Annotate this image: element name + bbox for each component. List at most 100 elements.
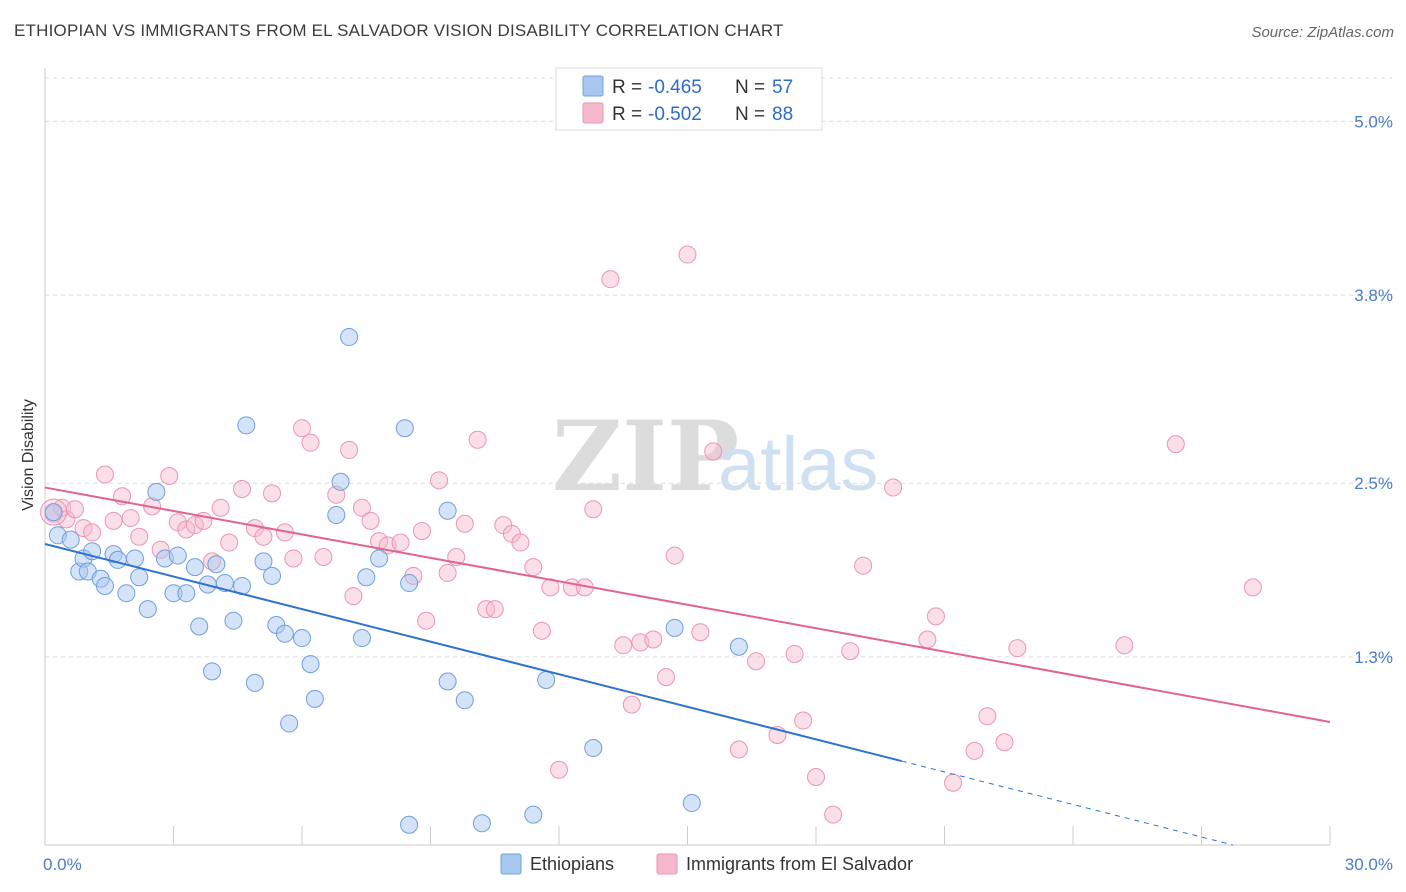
data-point-el-salvador <box>121 508 140 527</box>
data-point-el-salvador <box>884 478 903 497</box>
data-point-el-salvador <box>74 519 93 538</box>
y-tick-label: 1.3% <box>1354 648 1393 667</box>
data-point-el-salvador <box>220 533 239 552</box>
data-point-ethiopians <box>682 794 701 813</box>
data-point-ethiopians <box>340 328 359 347</box>
data-point-el-salvador <box>83 523 102 542</box>
data-point-el-salvador <box>944 773 963 792</box>
data-point-ethiopians <box>331 472 350 491</box>
chart-title: ETHIOPIAN VS IMMIGRANTS FROM EL SALVADOR… <box>14 21 784 40</box>
data-point-el-salvador <box>130 527 149 546</box>
data-point-el-salvador <box>601 270 620 289</box>
bottom-legend-swatch-el-salvador <box>656 853 678 875</box>
data-point-ethiopians <box>177 584 196 603</box>
data-point-el-salvador <box>532 621 551 640</box>
data-point-el-salvador <box>978 707 997 726</box>
legend-n-label-el-salvador: N = <box>735 104 765 125</box>
x-tick-labels: 0.0% 30.0% <box>43 855 1393 874</box>
data-point-el-salvador <box>665 546 684 565</box>
data-point-ethiopians <box>352 629 371 648</box>
legend-n-value-ethiopians: 57 <box>772 77 793 98</box>
data-point-ethiopians <box>254 552 273 571</box>
data-point-el-salvador <box>511 533 530 552</box>
data-point-el-salvador <box>263 484 282 503</box>
data-point-el-salvador <box>1008 639 1027 658</box>
data-point-ethiopians <box>472 814 491 833</box>
data-point-el-salvador <box>344 587 363 606</box>
watermark-zip: ZIP <box>552 400 739 513</box>
data-point-ethiopians <box>130 568 149 587</box>
data-point-el-salvador <box>1243 578 1262 597</box>
data-point-el-salvador <box>854 556 873 575</box>
data-point-el-salvador <box>254 527 273 546</box>
data-point-el-salvador <box>926 607 945 626</box>
legend-swatch-el-salvador <box>582 102 604 124</box>
series-legend: Ethiopians Immigrants from El Salvador <box>500 853 913 875</box>
data-point-ethiopians <box>438 501 457 520</box>
correlation-legend: R = -0.465 N = 57 R = -0.502 N = 88 <box>555 67 823 131</box>
data-point-ethiopians <box>357 568 376 587</box>
data-point-ethiopians <box>400 574 419 593</box>
series-ethiopians <box>44 328 748 834</box>
data-point-ethiopians <box>61 530 80 549</box>
data-point-el-salvador <box>550 760 568 779</box>
data-point-ethiopians <box>275 624 294 643</box>
watermark-atlas: atlas <box>718 422 879 507</box>
data-point-ethiopians <box>665 618 684 637</box>
data-point-ethiopians <box>95 576 114 595</box>
data-point-ethiopians <box>190 617 209 636</box>
data-point-el-salvador <box>785 644 804 663</box>
trendline-ethiopians-extension <box>901 760 1234 846</box>
legend-swatch-ethiopians <box>582 75 604 97</box>
data-point-el-salvador <box>747 652 766 671</box>
trendline-el-salvador <box>44 486 1331 723</box>
data-point-ethiopians <box>203 662 222 681</box>
data-point-el-salvador <box>824 805 843 824</box>
data-point-ethiopians <box>263 566 282 585</box>
data-point-ethiopians <box>438 672 457 691</box>
data-point-el-salvador <box>301 433 320 452</box>
data-point-el-salvador <box>584 500 603 519</box>
data-point-el-salvador <box>485 600 504 619</box>
series-immigrants-el-salvador <box>40 245 1262 824</box>
data-point-el-salvador <box>704 442 723 461</box>
data-point-el-salvador <box>417 611 436 630</box>
data-point-ethiopians <box>370 549 389 568</box>
bottom-legend-ethiopians: Ethiopians <box>530 854 614 874</box>
data-point-ethiopians <box>395 419 414 438</box>
legend-r-label-ethiopians: R = <box>612 77 642 98</box>
y-tick-label: 3.8% <box>1354 286 1393 305</box>
legend-r-value-ethiopians: -0.465 <box>648 77 702 98</box>
data-point-el-salvador <box>468 430 487 449</box>
bottom-legend-swatch-ethiopians <box>500 853 522 875</box>
data-point-el-salvador <box>729 740 748 759</box>
legend-n-label-ethiopians: N = <box>735 77 765 98</box>
data-point-el-salvador <box>807 767 825 786</box>
data-point-el-salvador <box>841 642 860 661</box>
trendline-ethiopians <box>44 543 902 763</box>
data-point-el-salvador <box>644 630 663 649</box>
data-point-el-salvador <box>340 440 359 459</box>
data-point-el-salvador <box>314 548 333 567</box>
data-point-el-salvador <box>211 498 230 517</box>
x-tick-label: 0.0% <box>43 855 82 874</box>
data-point-ethiopians <box>237 416 256 435</box>
data-point-el-salvador <box>293 419 311 438</box>
data-point-el-salvador <box>524 558 543 577</box>
data-point-ethiopians <box>584 739 603 758</box>
y-tick-labels: 1.3% 2.5% 3.8% 5.0% <box>1354 112 1393 666</box>
data-point-ethiopians <box>207 555 226 574</box>
data-point-ethiopians <box>524 805 543 824</box>
data-point-el-salvador <box>361 511 380 530</box>
data-point-ethiopians <box>400 815 419 834</box>
data-point-el-salvador <box>177 520 196 539</box>
x-tick-label: 30.0% <box>1345 855 1393 874</box>
axes <box>44 68 1331 846</box>
data-point-ethiopians <box>138 600 157 619</box>
data-point-ethiopians <box>455 691 474 710</box>
data-point-ethiopians <box>305 689 324 708</box>
data-point-ethiopians <box>215 574 234 593</box>
data-point-el-salvador <box>438 563 457 582</box>
data-point-ethiopians <box>185 558 204 577</box>
data-point-el-salvador <box>1115 636 1134 655</box>
